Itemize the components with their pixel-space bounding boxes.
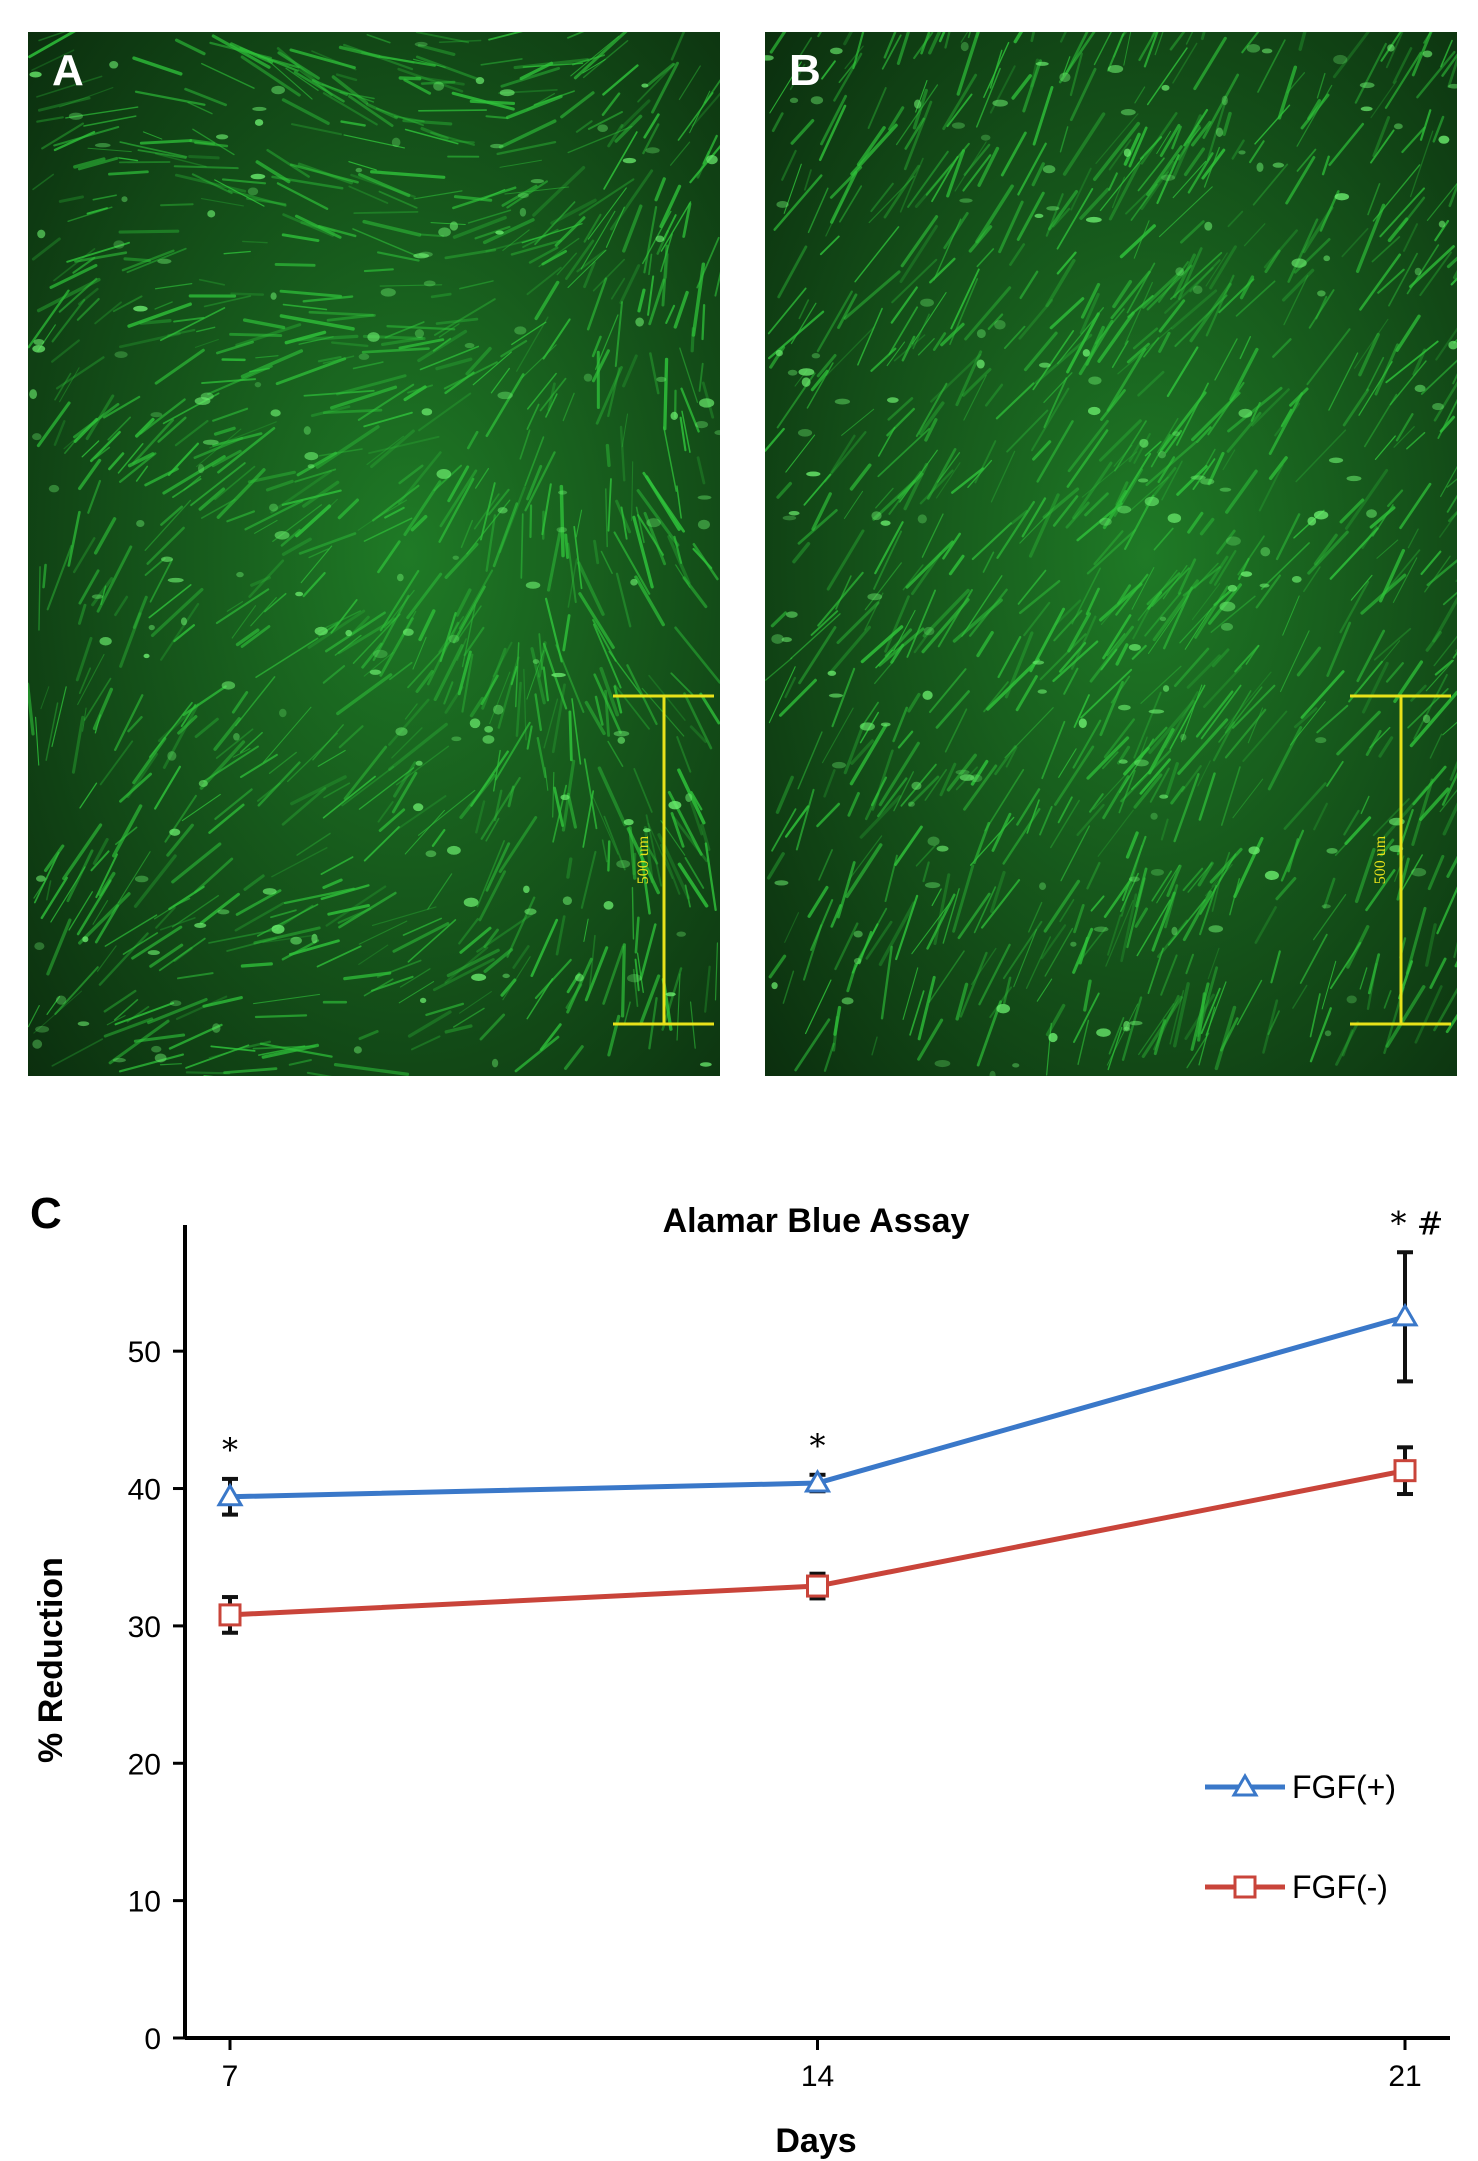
legend-label: FGF(+) [1292,1769,1396,1805]
plot-area: 0 10 20 30 40 50 7 14 21 * * * # FGF(+) FGF(-) [128,1204,1450,2093]
cell-fibres [28,32,720,1076]
scale-bar-label: 500 um [635,835,652,884]
data-point [1391,1302,1419,1327]
alamar-blue-chart: C Alamar Blue Assay % Reduction Days 0 10… [30,1189,1450,2160]
panel-letter-a: A [52,46,84,95]
panel-letter-c: C [30,1189,62,1238]
significance-annotation: * # [1391,1204,1444,1242]
y-tick-label: 20 [128,1748,161,1781]
y-tick-label: 40 [128,1474,161,1507]
micrograph-image-b: 500 um [765,32,1457,1076]
micrograph-background [28,32,720,1076]
micrograph-panel-b: 500 um B [765,32,1457,1076]
series-fgf-minus [218,1445,1417,1635]
data-point [216,1482,244,1507]
data-point [218,1603,242,1627]
significance-annotation: * [222,1431,238,1469]
legend-marker [1231,1773,1259,1797]
legend-item: FGF(-) [1205,1869,1388,1905]
legend: FGF(+) FGF(-) [1205,1769,1396,1905]
y-tick-label: 30 [128,1611,161,1644]
significance-annotation: * [810,1427,826,1465]
micrograph-image-a: 500 um [28,32,720,1076]
y-axis-label: % Reduction [32,1557,70,1763]
chart-title: Alamar Blue Assay [663,1202,970,1240]
x-tick-label: 7 [222,2060,239,2093]
micrograph-panel-a: 500 um A [28,32,720,1076]
y-tick-label: 50 [128,1336,161,1369]
panel-letter-b: B [789,46,821,95]
series-fgf-plus [216,1250,1419,1517]
x-tick-label: 21 [1388,2060,1421,2093]
x-axis-label: Days [775,2122,856,2160]
legend-item: FGF(+) [1205,1769,1396,1805]
x-tick-label: 14 [801,2060,834,2093]
y-tick-label: 0 [144,2023,161,2056]
cell-fibres [765,32,1457,1076]
data-point [1393,1459,1417,1483]
data-point [806,1574,829,1598]
legend-marker [1233,1875,1257,1899]
data-point [803,1469,832,1493]
legend-label: FGF(-) [1292,1869,1388,1905]
scale-bar: 500 um [1350,694,1451,1026]
scale-bar: 500 um [613,694,714,1026]
y-tick-label: 10 [128,1886,161,1919]
micrograph-background [765,32,1457,1076]
scale-bar-label: 500 um [1372,835,1389,884]
